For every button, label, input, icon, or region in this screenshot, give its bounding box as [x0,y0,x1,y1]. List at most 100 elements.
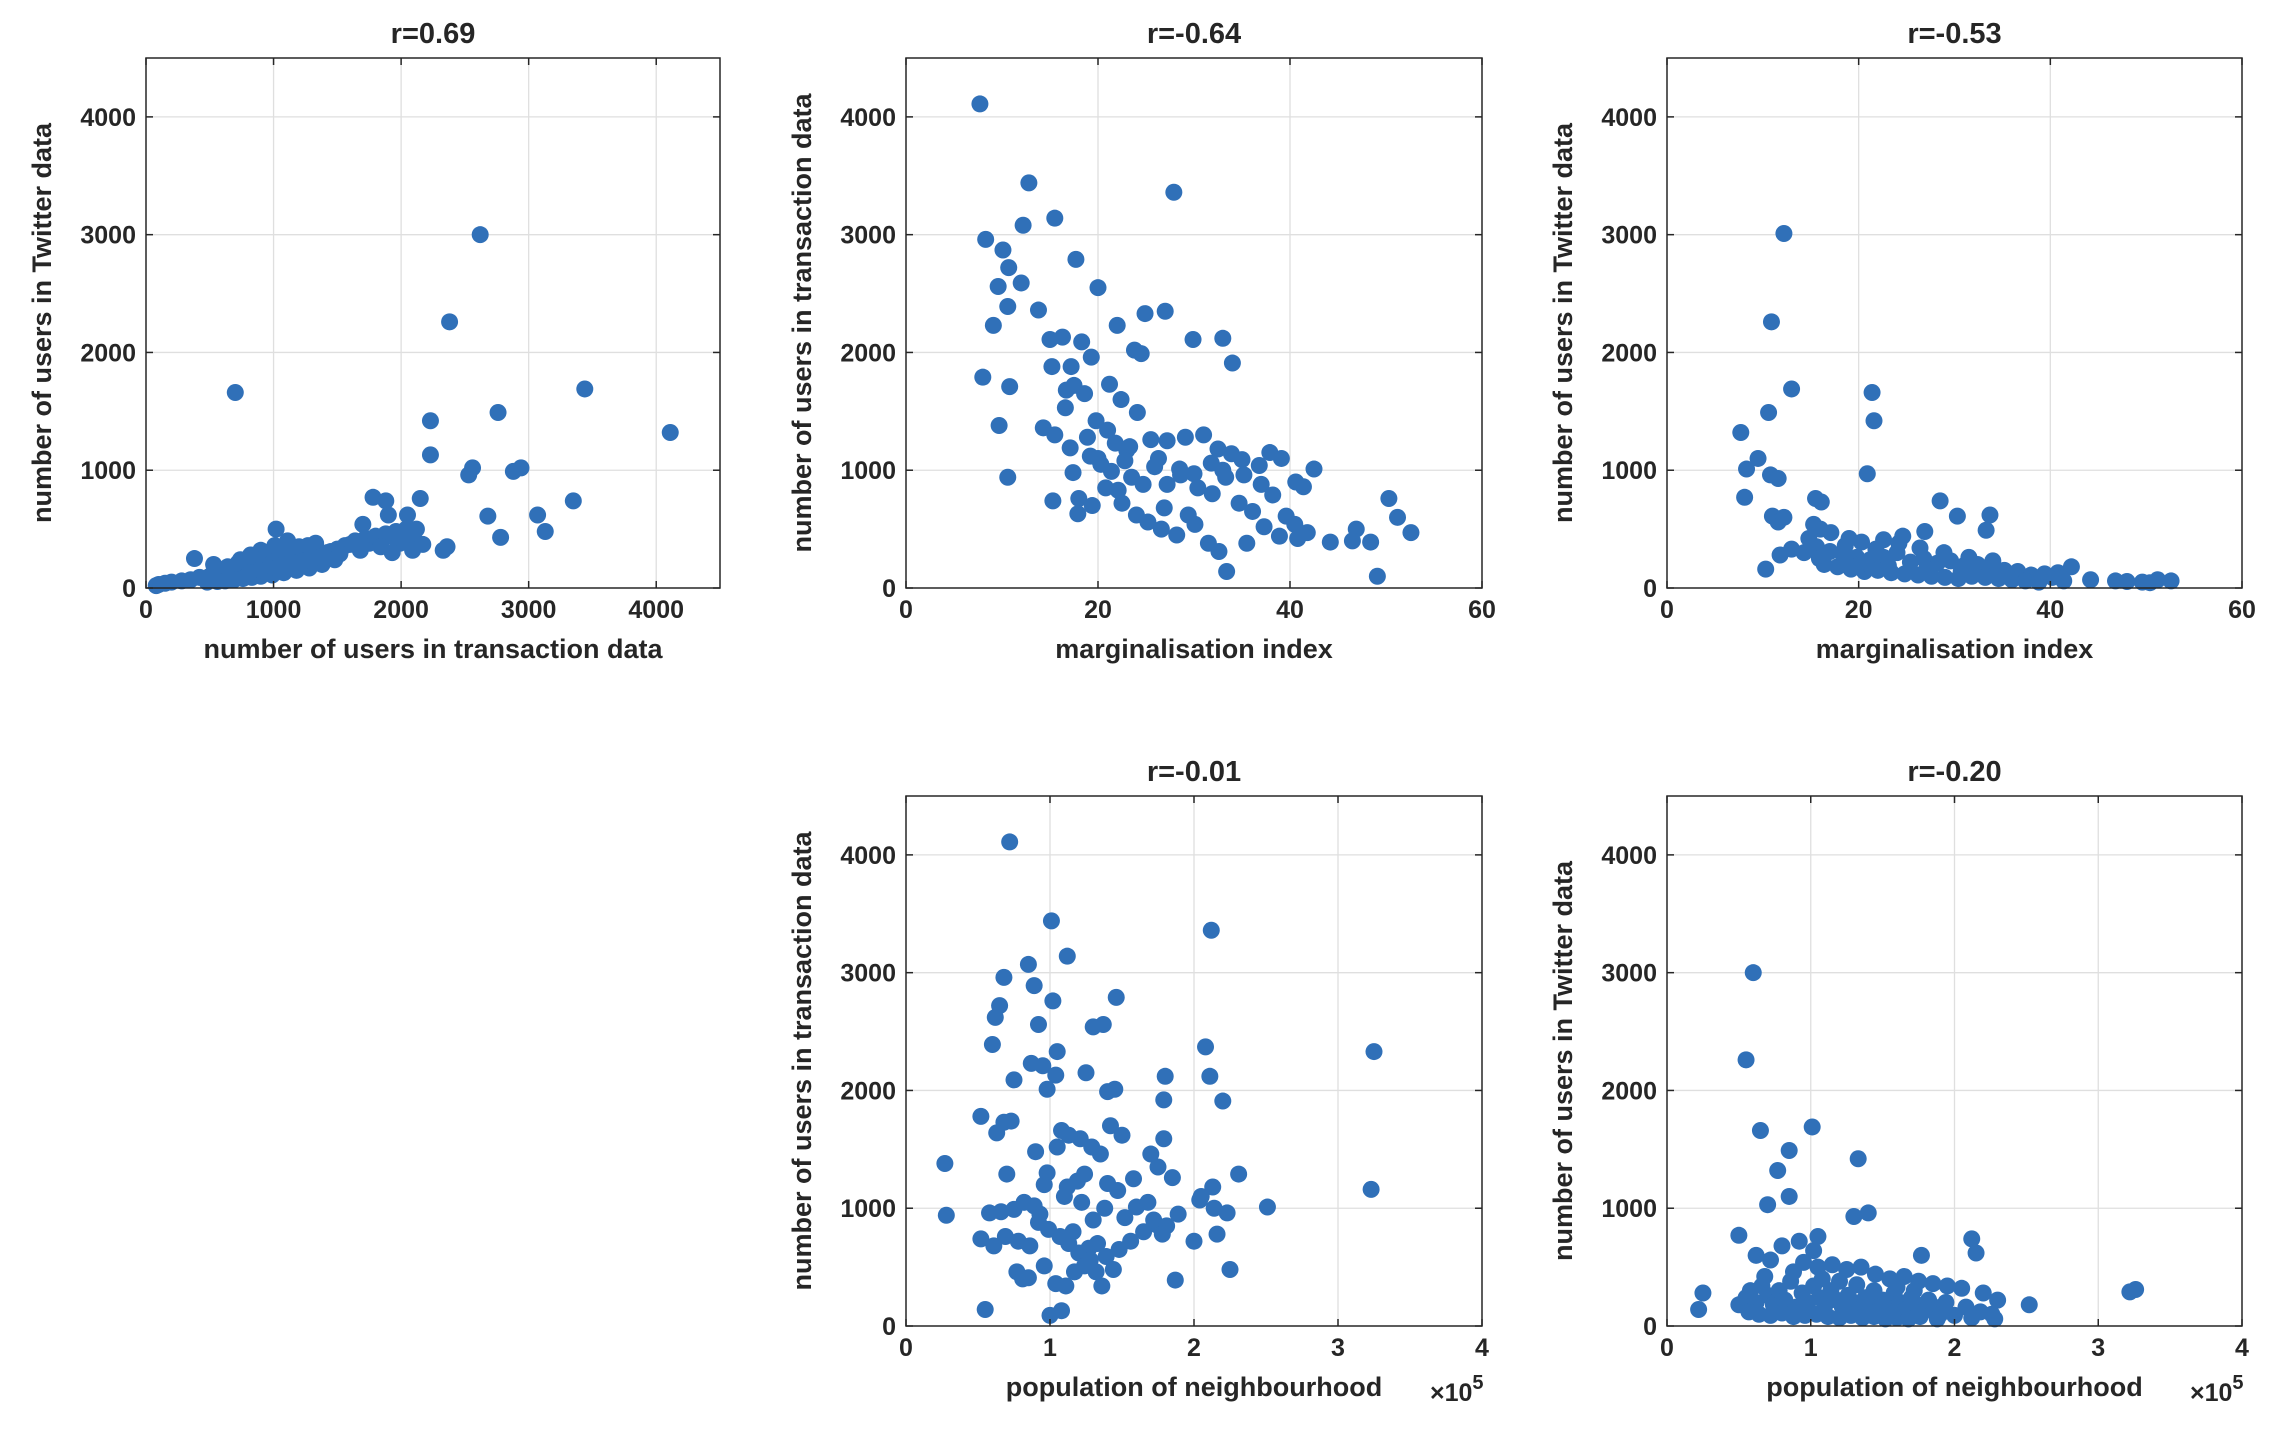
data-point [1258,1198,1276,1216]
data-point [1888,1278,1906,1296]
data-point [972,1107,990,1125]
x-tick-label: 4 [1475,1334,1489,1362]
data-point [1831,1272,1848,1290]
data-point [1918,560,1936,578]
y-tick-label: 1000 [1601,1195,1657,1223]
data-point [1896,565,1914,583]
data-point [1142,1145,1160,1163]
data-point [1048,1043,1066,1061]
data-point [1064,464,1082,482]
data-point [1952,563,1970,581]
data-point [1759,1196,1777,1214]
data-point [976,1301,994,1319]
data-point [1165,183,1183,201]
data-point [1905,1282,1923,1300]
data-point [1823,1256,1841,1274]
data-point [1218,563,1236,581]
x-axis-label: population of neighbourhood [1006,1372,1382,1402]
data-point [1113,1126,1131,1144]
data-point [1044,492,1062,510]
data-point [267,520,285,538]
x-tick-label: 2000 [373,596,429,624]
data-point [1948,507,1966,525]
data-point [1076,1165,1094,1183]
data-point [1986,1310,2004,1328]
data-point [1029,301,1047,319]
data-point [1780,1142,1798,1160]
data-point [1938,1277,1956,1295]
data-point [1163,1169,1181,1187]
data-point [1214,1092,1232,1110]
data-point [226,383,244,401]
data-point [1769,469,1787,487]
data-point [1928,1310,1946,1328]
data-point [1221,1260,1239,1278]
x-tick-label: 20 [1084,596,1112,624]
data-point [1762,313,1780,331]
plot-area [1667,58,2242,588]
data-point [1989,1291,2007,1309]
data-point [1153,1225,1171,1243]
data-point [1134,475,1152,493]
data-point [1069,505,1087,523]
y-tick-label: 2000 [840,339,896,367]
data-point [1205,1199,1223,1217]
data-point [1152,520,1170,538]
y-tick-label: 2000 [1601,339,1657,367]
data-point [1223,354,1241,372]
data-point [1067,250,1085,268]
data-point [351,541,369,559]
y-axis-label: number of users in transaction data [787,830,817,1290]
data-point [1790,1232,1808,1250]
data-point [2030,573,2048,591]
data-point [460,466,478,484]
data-point [404,541,422,559]
data-point [1047,1066,1065,1084]
data-point [536,522,554,540]
data-point [1235,466,1253,484]
data-point [279,532,297,550]
x-axis-label: marginalisation index [1055,634,1333,664]
data-point [1255,518,1273,536]
y-tick-label: 4000 [80,104,136,132]
data-point [1780,1187,1798,1205]
x-tick-label: 0 [899,1334,913,1362]
data-point [434,541,452,559]
data-point [1272,449,1290,467]
data-point [1000,259,1018,277]
x-axis-exponent-base: ×10 [1430,1379,1472,1407]
x-tick-label: 0 [899,596,913,624]
data-point [1078,428,1096,446]
data-point [995,968,1013,986]
data-point [1116,1209,1134,1227]
x-axis-exponent-power: 5 [2232,1372,2243,1394]
plot-title: r=-0.64 [1147,18,1241,50]
x-axis-label: number of users in transaction data [203,634,663,664]
data-point [2001,565,2019,583]
x-tick-label: 2 [1948,1334,1962,1362]
y-tick-label: 0 [882,575,896,603]
data-point [1967,1244,1985,1262]
plot-transaction-vs-population: 0 1 2 3 4 0 1000 2000 3000 4000 r=-0.01 population … [787,756,1489,1407]
y-tick-label: 1000 [80,457,136,485]
data-point [989,277,1007,295]
data-point [1757,560,1775,578]
data-point [1946,1306,1963,1324]
data-point [1738,460,1756,478]
data-point [1264,486,1282,504]
data-point [231,551,249,569]
data-point [2062,558,2080,576]
data-point [1362,533,1380,551]
y-tick-label: 4000 [1601,842,1657,870]
data-point [1005,1071,1023,1089]
y-tick-label: 2000 [840,1077,896,1105]
data-point [1812,493,1830,511]
data-point [1836,537,1854,555]
y-axis-label: number of users in transaction data [787,92,817,552]
data-point [240,564,258,582]
y-tick-label: 2000 [1601,1077,1657,1105]
data-point [1168,526,1186,544]
data-point [999,298,1017,316]
y-tick-label: 3000 [1601,222,1657,250]
